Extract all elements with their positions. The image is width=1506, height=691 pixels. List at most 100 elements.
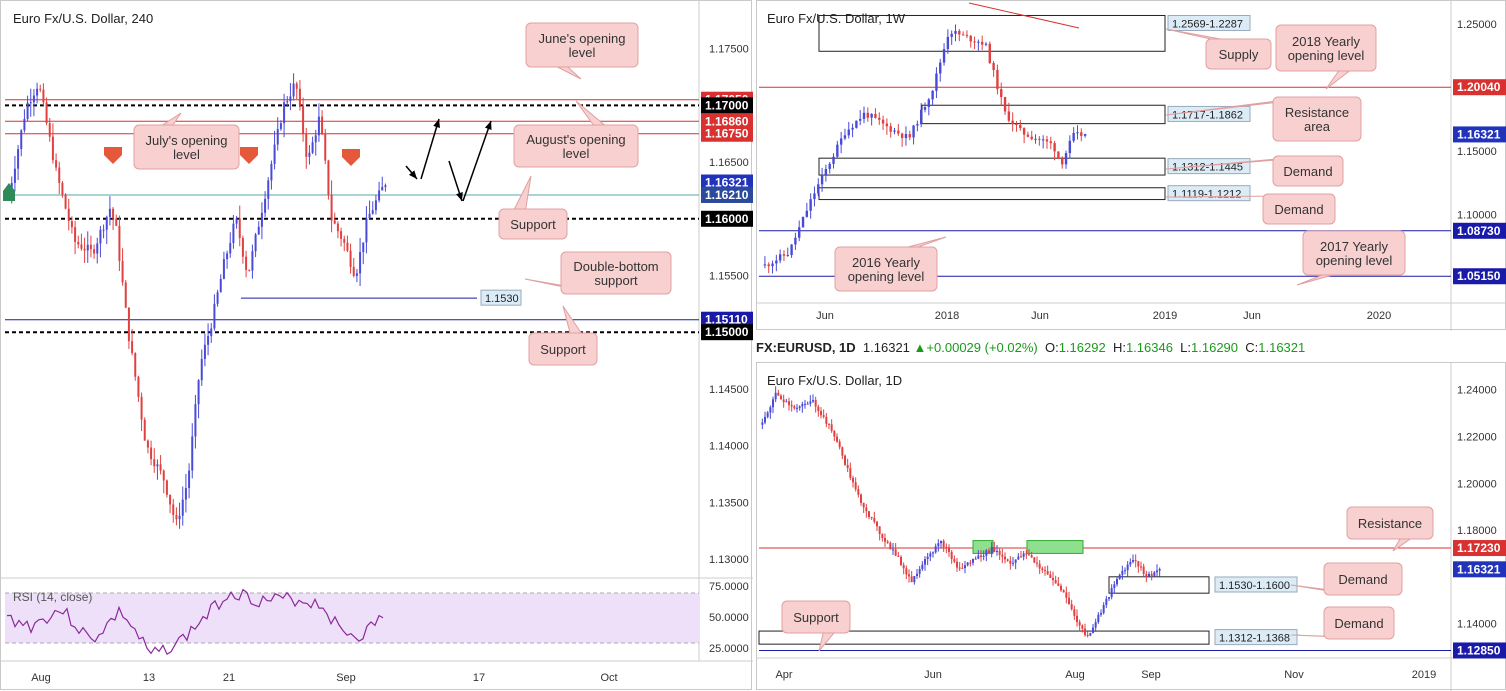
h4-candle <box>39 88 42 90</box>
d1-candle <box>998 550 1001 555</box>
d1-candle <box>1014 559 1017 563</box>
d1-candle <box>900 556 902 566</box>
d1-candle <box>977 555 980 559</box>
h4-candle <box>311 142 314 153</box>
w1-candle <box>969 35 972 42</box>
d1-candle <box>948 547 950 552</box>
d1-candle <box>873 517 876 522</box>
d1-candle <box>846 464 849 469</box>
d1-candle <box>918 568 921 574</box>
h4-candle <box>70 221 73 228</box>
d1-candle <box>1081 625 1084 629</box>
h4-candle <box>146 440 149 448</box>
d1-y-tick-label: 1.14000 <box>1457 619 1497 631</box>
h4-level-tag <box>701 210 753 227</box>
h4-callout-july-text: July's opening <box>146 133 228 148</box>
w1-candle <box>939 62 942 74</box>
d1-candle <box>1156 570 1158 573</box>
d1-candle <box>985 550 988 556</box>
w1-trendline <box>968 2 1080 29</box>
green-up-arrow-icon <box>3 183 15 201</box>
h4-candle <box>134 353 137 377</box>
w1-candle <box>908 134 911 138</box>
d1-candle <box>932 552 934 554</box>
d1-candle <box>772 399 774 408</box>
h4-candle <box>302 105 305 134</box>
h4-candle <box>89 244 92 250</box>
w1-level-label: 1.16321 <box>1457 127 1501 141</box>
w1-candle <box>771 263 774 267</box>
d1-level-label: 1.16321 <box>1457 562 1501 576</box>
d1-candle <box>1118 574 1121 579</box>
d1-candle <box>860 494 862 503</box>
h4-candle <box>368 213 371 219</box>
h4-level-label: 1.16210 <box>705 188 749 202</box>
d1-callout-demand-1: Demand <box>1290 562 1403 596</box>
d1-candle <box>929 553 932 557</box>
h4-candle <box>178 515 181 520</box>
d1-candle <box>881 533 884 539</box>
w1-chart-panel[interactable]: 1.250001.200001.150001.10000Jun2018Jun20… <box>756 0 1506 331</box>
h4-candle <box>181 499 184 516</box>
ohlc-o-label: O: <box>1044 340 1059 355</box>
w1-candle <box>1057 151 1060 159</box>
h4-candle <box>115 218 118 226</box>
d1-candle <box>1145 574 1148 577</box>
w1-candle <box>1022 128 1026 135</box>
d1-candle <box>1134 560 1137 562</box>
d1-candle <box>1057 583 1060 586</box>
d1-candle <box>1025 553 1028 555</box>
h4-projection-arrow-head <box>456 192 463 201</box>
ohlc-low: 1.16290 <box>1191 340 1239 355</box>
d1-candle <box>1086 635 1089 637</box>
w1-candle <box>820 174 824 185</box>
h4-candle <box>74 227 77 242</box>
ohlc-change: +0.00029 (+0.02%) <box>926 340 1038 355</box>
h4-rsi-tick-label: 50.0000 <box>709 612 749 624</box>
d1-candle <box>894 549 897 556</box>
d1-chart-panel[interactable]: 1.24000 1.22000 1.20000 1.18000 1.14000 Apr Ju… <box>756 362 1506 691</box>
h4-candle <box>48 123 51 137</box>
h4-candle <box>83 248 86 251</box>
d1-candle <box>961 567 964 569</box>
w1-candle <box>782 254 786 256</box>
h4-candle <box>124 282 127 308</box>
ohlc-l-label: L: <box>1180 340 1192 355</box>
d1-callout-resistance-text: Resistance <box>1358 516 1422 531</box>
h4-candle <box>108 208 111 217</box>
d1-level-label: 1.17230 <box>1457 541 1501 555</box>
d1-candle <box>1105 598 1108 606</box>
d1-candle <box>1097 614 1100 623</box>
d1-candle <box>972 558 974 563</box>
d1-candle <box>1116 578 1118 585</box>
d1-candle <box>993 547 996 552</box>
d1-candle <box>806 403 809 405</box>
h4-y-tick-label: 1.13000 <box>709 554 749 566</box>
h4-candle <box>308 152 311 157</box>
w1-y-tick-label: 1.15000 <box>1457 146 1497 158</box>
d1-candle <box>996 550 998 552</box>
w1-candle <box>1007 111 1011 121</box>
d1-candle <box>1038 563 1041 569</box>
d1-callout-demand-1-box <box>1323 562 1403 596</box>
w1-level-tag <box>1453 222 1506 239</box>
w1-callout-2018-text: 2018 Yearly <box>1292 34 1360 49</box>
d1-candle <box>905 568 908 575</box>
h4-candle <box>219 278 222 293</box>
d1-candle <box>1089 633 1092 636</box>
h4-candle <box>159 464 162 471</box>
d1-candle <box>812 400 814 402</box>
w1-level-label: 1.05150 <box>1457 269 1501 283</box>
w1-candle <box>931 90 934 100</box>
w1-candle <box>897 130 900 134</box>
h4-y-tick-label: 1.13500 <box>709 497 749 509</box>
h4-candle <box>226 253 229 260</box>
h4-chart-panel[interactable]: 1.17500 1.17000 1.16500 1.16000 1.15500 1.150… <box>0 0 753 690</box>
d1-candle <box>1113 584 1116 589</box>
d1-candle <box>828 423 830 425</box>
h4-1530-label-bg <box>480 289 522 306</box>
d1-candle <box>902 565 905 569</box>
d1-candle <box>942 540 945 548</box>
w1-zone-box <box>818 187 1166 201</box>
h4-candle <box>289 96 292 102</box>
